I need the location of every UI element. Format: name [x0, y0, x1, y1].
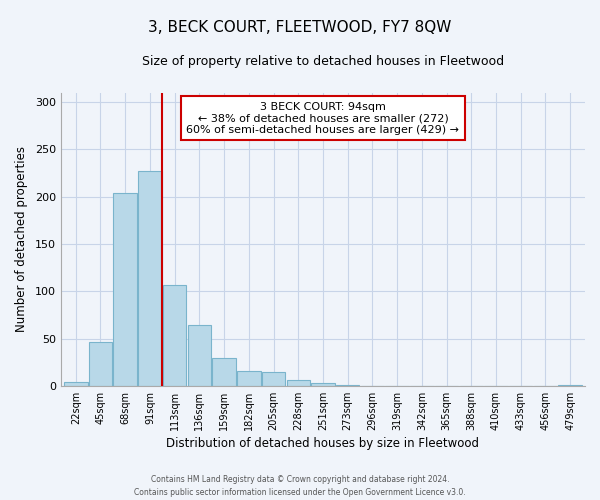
- Y-axis label: Number of detached properties: Number of detached properties: [15, 146, 28, 332]
- Bar: [163, 284, 187, 386]
- Bar: [311, 383, 335, 386]
- Text: Contains HM Land Registry data © Crown copyright and database right 2024.
Contai: Contains HM Land Registry data © Crown c…: [134, 476, 466, 497]
- Bar: [212, 358, 236, 386]
- X-axis label: Distribution of detached houses by size in Fleetwood: Distribution of detached houses by size …: [166, 437, 479, 450]
- Bar: [336, 385, 359, 386]
- Text: 3, BECK COURT, FLEETWOOD, FY7 8QW: 3, BECK COURT, FLEETWOOD, FY7 8QW: [148, 20, 452, 35]
- Bar: [287, 380, 310, 386]
- Bar: [559, 385, 582, 386]
- Bar: [138, 171, 161, 386]
- Bar: [113, 193, 137, 386]
- Title: Size of property relative to detached houses in Fleetwood: Size of property relative to detached ho…: [142, 55, 504, 68]
- Bar: [188, 326, 211, 386]
- Text: 3 BECK COURT: 94sqm
← 38% of detached houses are smaller (272)
60% of semi-detac: 3 BECK COURT: 94sqm ← 38% of detached ho…: [187, 102, 460, 135]
- Bar: [237, 370, 260, 386]
- Bar: [262, 372, 285, 386]
- Bar: [89, 342, 112, 386]
- Bar: [64, 382, 88, 386]
